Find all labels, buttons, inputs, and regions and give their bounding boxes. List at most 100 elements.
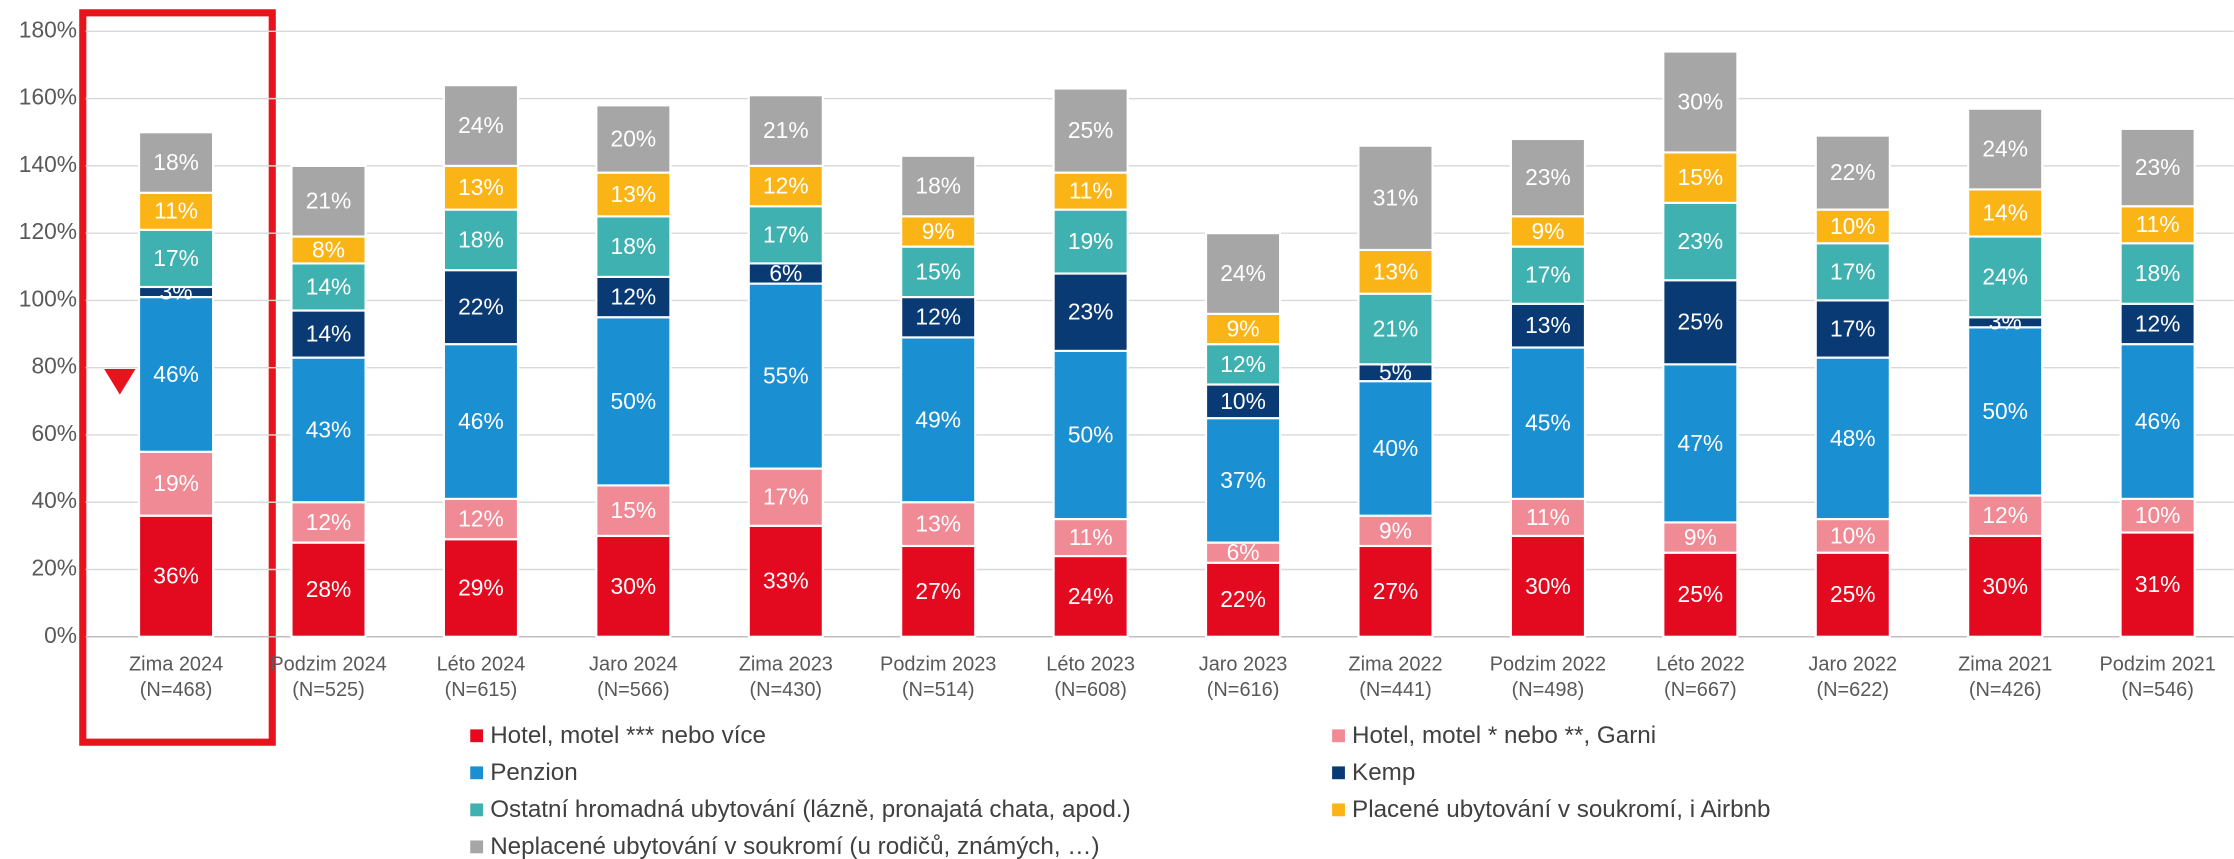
x-tick-sublabel: (N=608) bbox=[1054, 679, 1127, 701]
data-label: 46% bbox=[2135, 408, 2181, 434]
data-label: 23% bbox=[1525, 164, 1571, 190]
data-label: 33% bbox=[763, 568, 809, 594]
data-label: 19% bbox=[1068, 228, 1114, 254]
bar-segment bbox=[290, 501, 367, 544]
data-label: 24% bbox=[1982, 136, 2028, 162]
bar-segment bbox=[290, 164, 367, 238]
bar-segment bbox=[2119, 242, 2196, 305]
bar-segment bbox=[747, 467, 824, 527]
bar-segment bbox=[1204, 312, 1282, 346]
data-label: 21% bbox=[1373, 315, 1419, 341]
bar-segment bbox=[1814, 356, 1891, 521]
y-tick-label: 80% bbox=[31, 353, 77, 379]
bar-segment bbox=[137, 514, 215, 638]
data-label: 19% bbox=[153, 470, 199, 496]
data-label: 50% bbox=[611, 388, 657, 414]
x-tick-sublabel: (N=426) bbox=[1969, 679, 2042, 701]
data-label: 11% bbox=[1069, 524, 1113, 550]
data-label: 45% bbox=[1525, 410, 1571, 436]
bar-segment bbox=[1509, 137, 1587, 218]
data-label: 12% bbox=[1220, 351, 1266, 377]
y-tick-label: 120% bbox=[19, 218, 77, 244]
bar-segment bbox=[1052, 87, 1129, 174]
data-label: 13% bbox=[915, 511, 961, 537]
bar-segment bbox=[1204, 561, 1282, 638]
data-label: 17% bbox=[1830, 258, 1876, 284]
data-label: 9% bbox=[1379, 517, 1412, 543]
data-label: 24% bbox=[1068, 583, 1114, 609]
data-label: 43% bbox=[306, 416, 352, 442]
data-label: 9% bbox=[1227, 315, 1260, 341]
data-label: 30% bbox=[1525, 573, 1571, 599]
bar-segment bbox=[1052, 272, 1129, 352]
data-label: 11% bbox=[2136, 211, 2180, 237]
legend-swatch bbox=[1332, 803, 1345, 817]
data-label: 13% bbox=[1373, 258, 1419, 284]
legend-label: Placené ubytování v soukromí, i Airbnb bbox=[1352, 796, 1770, 823]
x-tick-label: Zima 2022 bbox=[1348, 654, 1442, 676]
x-tick-label: Léto 2023 bbox=[1046, 654, 1135, 676]
data-label: 8% bbox=[312, 236, 345, 262]
x-tick-sublabel: (N=667) bbox=[1664, 679, 1737, 701]
data-label: 18% bbox=[153, 149, 199, 175]
data-label: 18% bbox=[2135, 260, 2181, 286]
data-label: 12% bbox=[611, 283, 657, 309]
bar-segment bbox=[1509, 245, 1587, 305]
data-label: 14% bbox=[306, 320, 352, 346]
y-tick-label: 160% bbox=[19, 84, 77, 110]
data-label: 23% bbox=[1068, 299, 1114, 325]
y-tick-label: 0% bbox=[44, 622, 77, 648]
data-label: 17% bbox=[763, 221, 809, 247]
bar-segment bbox=[1509, 215, 1587, 248]
data-label: 17% bbox=[1525, 262, 1571, 288]
bar-segment bbox=[595, 104, 672, 174]
data-label: 46% bbox=[153, 361, 199, 387]
bar-segment bbox=[2119, 127, 2196, 208]
x-tick-sublabel: (N=498) bbox=[1512, 679, 1585, 701]
bar-segment bbox=[2119, 343, 2196, 500]
bar-segment bbox=[1357, 248, 1434, 295]
bar-segment bbox=[290, 309, 367, 359]
data-label: 36% bbox=[153, 563, 199, 589]
bar-segment bbox=[595, 171, 672, 218]
x-tick-sublabel: (N=566) bbox=[597, 679, 670, 701]
bar-segment bbox=[1357, 544, 1434, 638]
data-label: 25% bbox=[1678, 309, 1724, 335]
data-label: 15% bbox=[1678, 164, 1724, 190]
x-tick-label: Zima 2021 bbox=[1958, 654, 2052, 676]
x-tick-label: Podzim 2021 bbox=[2099, 654, 2215, 676]
x-tick-label: Jaro 2022 bbox=[1808, 654, 1897, 676]
data-label: 30% bbox=[1982, 573, 2028, 599]
bar-segment bbox=[1967, 534, 2044, 638]
bar-segment bbox=[1509, 346, 1587, 500]
data-label: 25% bbox=[1678, 581, 1724, 607]
y-tick-label: 140% bbox=[19, 151, 77, 177]
x-tick-sublabel: (N=441) bbox=[1359, 679, 1432, 701]
x-tick-label: Podzim 2023 bbox=[880, 654, 996, 676]
bar-segment bbox=[1662, 279, 1739, 366]
data-label: 31% bbox=[1373, 184, 1419, 210]
data-label: 17% bbox=[763, 484, 809, 510]
legend-swatch bbox=[1332, 729, 1345, 743]
bar-segment bbox=[1204, 343, 1282, 386]
bar-segment bbox=[1814, 242, 1891, 302]
x-tick-label: Podzim 2022 bbox=[1490, 654, 1606, 676]
bar-segment bbox=[1662, 363, 1739, 524]
data-label: 14% bbox=[306, 273, 352, 299]
bar-segment bbox=[1204, 232, 1282, 315]
bar-segment bbox=[900, 245, 977, 299]
data-label: 25% bbox=[1068, 117, 1114, 143]
legend-swatch bbox=[470, 840, 484, 854]
bar-segment bbox=[1357, 380, 1434, 517]
bar-segment bbox=[290, 356, 367, 504]
bar-segment bbox=[1052, 554, 1129, 638]
bar-segment bbox=[137, 295, 215, 453]
data-label: 31% bbox=[2135, 571, 2181, 597]
bar-segment bbox=[1967, 326, 2044, 497]
y-tick-label: 20% bbox=[31, 555, 77, 581]
data-label: 13% bbox=[458, 174, 504, 200]
data-label: 27% bbox=[1373, 578, 1419, 604]
data-label: 18% bbox=[915, 173, 961, 199]
bar-segment bbox=[900, 544, 977, 638]
bar-segment bbox=[442, 164, 520, 211]
